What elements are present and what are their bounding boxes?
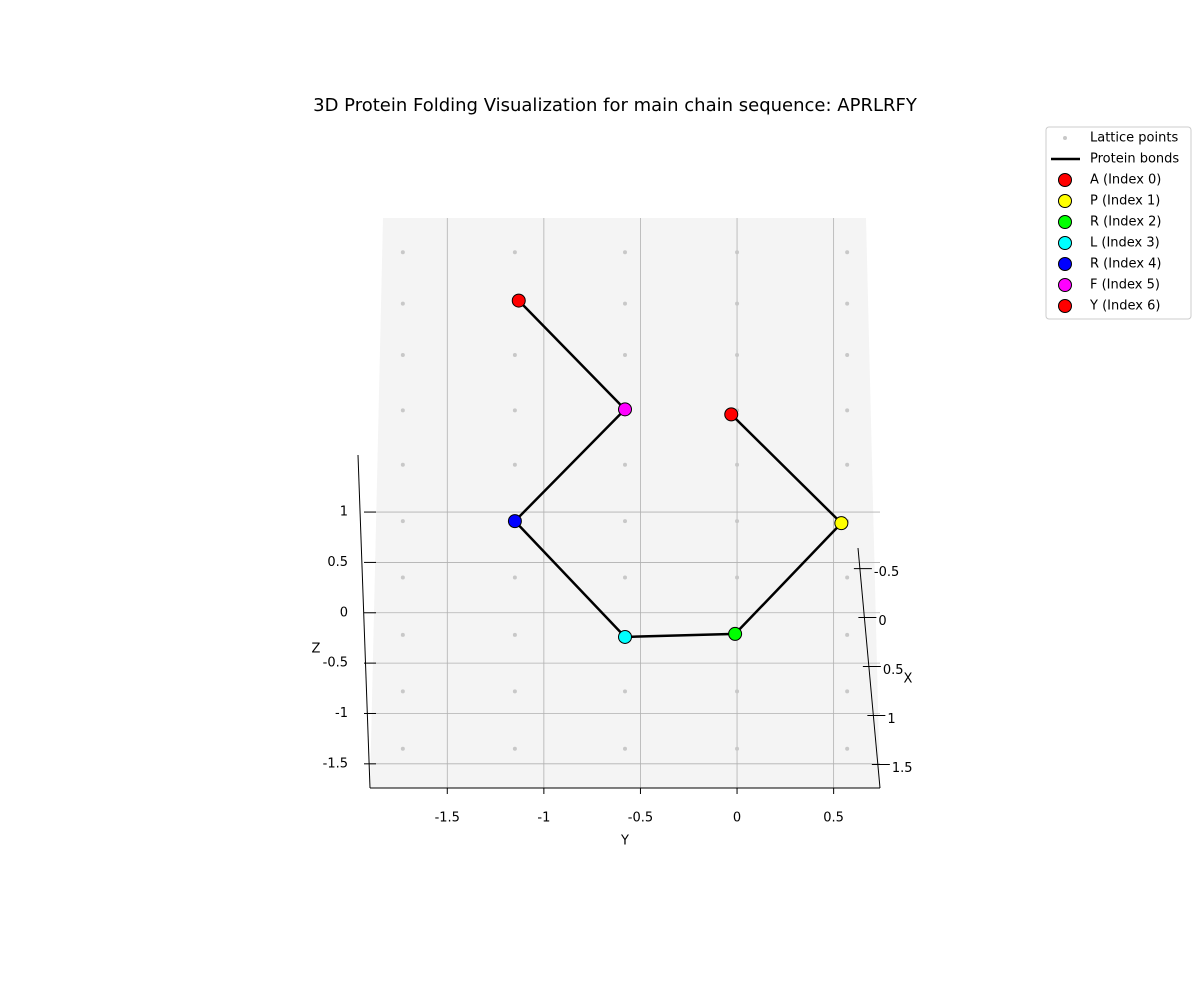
legend-symbol: [1058, 257, 1072, 271]
lattice-point: [845, 632, 850, 637]
legend-symbol: [1063, 136, 1067, 140]
lattice-point: [845, 352, 850, 357]
x-tick-label: 1: [887, 712, 895, 727]
lattice-point: [512, 689, 517, 694]
lattice-point: [623, 746, 627, 751]
chart-title: 3D Protein Folding Visualization for mai…: [313, 95, 918, 116]
lattice-point: [400, 408, 405, 413]
legend-entries: Lattice points Protein bonds A (Index 0) P …: [1051, 131, 1179, 314]
residue-marker: [618, 629, 632, 644]
z-tick-label: 1: [340, 505, 348, 520]
x-tick-label: 0: [878, 614, 886, 629]
z-tick-label: -1: [335, 706, 348, 721]
legend-label: R (Index 2): [1090, 215, 1162, 230]
lattice-point: [623, 462, 627, 467]
lattice-point: [735, 301, 740, 306]
lattice-point: [623, 352, 627, 357]
lattice-point: [400, 575, 405, 580]
lattice-point: [845, 408, 850, 413]
x-axis-label: X: [904, 672, 913, 687]
legend-label: Y (Index 6): [1089, 299, 1160, 314]
lattice-point: [845, 575, 850, 580]
legend: [1045, 126, 1192, 320]
legend-label: Lattice points: [1090, 131, 1178, 146]
y-tick-label: -1: [537, 811, 550, 826]
y-tick-label: -0.5: [628, 811, 653, 826]
z-axis-label: Z: [312, 642, 321, 657]
lattice-point: [735, 352, 740, 357]
legend-symbol: [1058, 215, 1072, 229]
lattice-point: [845, 746, 850, 751]
lattice-point: [845, 301, 850, 306]
lattice-point: [735, 575, 740, 580]
legend-label: F (Index 5): [1090, 278, 1160, 293]
z-tick-label: -0.5: [323, 656, 348, 671]
legend-label: R (Index 4): [1090, 257, 1162, 272]
lattice-point: [512, 250, 517, 255]
lattice-point: [735, 746, 740, 751]
legend-label: P (Index 1): [1090, 194, 1160, 209]
residue-marker: [724, 407, 739, 422]
lattice-point: [512, 408, 517, 413]
lattice-point: [400, 301, 405, 306]
lattice-point: [735, 689, 740, 694]
legend-symbol: [1058, 173, 1072, 187]
legend-label: L (Index 3): [1090, 236, 1160, 251]
lattice-point: [623, 689, 627, 694]
lattice-point: [845, 689, 850, 694]
lattice-point: [512, 632, 517, 637]
lattice-point: [400, 632, 405, 637]
lattice-point: [735, 462, 740, 467]
legend-symbol: [1058, 194, 1072, 208]
legend-symbol: [1058, 299, 1072, 313]
marks: [400, 250, 850, 751]
x-tick-label: -0.5: [874, 565, 899, 580]
lattice-point: [623, 519, 627, 524]
x-axis-line: [857, 547, 881, 789]
lattice-point: [845, 462, 850, 467]
lattice-point: [845, 250, 850, 255]
lattice-point: [512, 746, 517, 751]
y-tick-label: 0.5: [823, 811, 844, 826]
lattice-point: [623, 250, 627, 255]
residue-marker: [728, 626, 743, 641]
legend-symbol: [1058, 236, 1072, 250]
z-tick-label: -1.5: [323, 756, 348, 771]
legend-label: A (Index 0): [1090, 173, 1161, 188]
residue-marker: [507, 514, 522, 529]
lattice-point: [623, 301, 627, 306]
lattice-point: [400, 352, 405, 357]
lattice-point: [400, 689, 405, 694]
y-tick-label: 0: [733, 811, 741, 826]
x-tick-label: 1.5: [892, 761, 913, 776]
lattice-point: [400, 250, 405, 255]
y-axis-label: Y: [620, 834, 629, 849]
z-axis-line: [357, 454, 371, 789]
y-tick-label: -1.5: [435, 811, 460, 826]
lattice-point: [512, 462, 517, 467]
lattice-point: [512, 575, 517, 580]
z-tick-label: 0: [340, 605, 348, 620]
panel: [370, 218, 880, 788]
lattice-point: [512, 352, 517, 357]
residue-marker: [834, 516, 849, 531]
residue-marker: [618, 402, 632, 417]
lattice-point: [400, 462, 405, 467]
x-tick-label: 0.5: [883, 663, 904, 678]
lattice-point: [735, 250, 740, 255]
lattice-point: [400, 519, 405, 524]
lattice-point: [400, 746, 405, 751]
residue-marker: [511, 293, 526, 308]
lattice-point: [735, 519, 740, 524]
z-tick-label: 0.5: [327, 555, 348, 570]
lattice-point: [623, 575, 627, 580]
legend-symbol: [1058, 278, 1072, 292]
legend-label: Protein bonds: [1090, 152, 1179, 167]
